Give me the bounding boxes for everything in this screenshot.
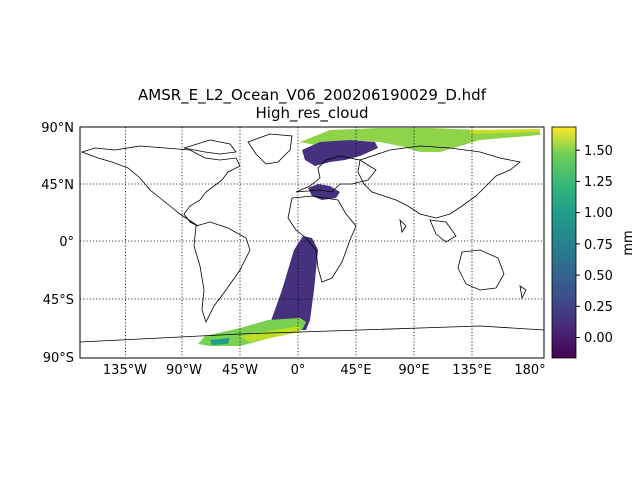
colorbar-tick-label: 1.25 bbox=[584, 175, 613, 190]
y-tick-label: 0° bbox=[59, 235, 74, 250]
x-tick-label: 135°E bbox=[452, 363, 492, 378]
coastlines bbox=[80, 133, 544, 343]
colorbar-ticks: 0.00 0.25 0.50 0.75 1.00 1.25 1.50 bbox=[576, 144, 613, 346]
chart-title-line2: High_res_cloud bbox=[255, 104, 369, 122]
x-tick-label: 90°E bbox=[398, 363, 429, 378]
colorbar-tick-label: 0.50 bbox=[584, 269, 613, 284]
y-tick-label: 45°N bbox=[41, 178, 74, 193]
swath-mediterranean bbox=[308, 184, 340, 200]
y-tick-labels: 90°N 45°N 0° 45°S 90°S bbox=[41, 121, 74, 366]
colorbar-label: mm bbox=[621, 230, 636, 255]
colorbar: 0.00 0.25 0.50 0.75 1.00 1.25 1.50 mm bbox=[551, 126, 636, 359]
colorbar-tick-label: 0.00 bbox=[584, 331, 613, 346]
y-tick-label: 90°N bbox=[41, 121, 74, 136]
colorbar-tick-label: 0.75 bbox=[584, 238, 613, 253]
y-tick-label: 90°S bbox=[43, 351, 74, 366]
swath-europe bbox=[302, 140, 378, 166]
x-tick-label: 135°W bbox=[103, 363, 147, 378]
map-border bbox=[79, 126, 545, 359]
x-tick-label: 45°W bbox=[222, 363, 258, 378]
y-tick-label: 45°S bbox=[43, 293, 74, 308]
map-panel bbox=[79, 126, 545, 359]
gridlines bbox=[80, 127, 544, 358]
x-tick-label: 90°W bbox=[166, 363, 202, 378]
colorbar-tick-label: 1.50 bbox=[584, 144, 613, 159]
data-swath bbox=[198, 128, 540, 346]
chart-title-line1: AMSR_E_L2_Ocean_V06_200206190029_D.hdf bbox=[137, 86, 486, 104]
colorbar-tick-label: 1.00 bbox=[584, 206, 613, 221]
colorbar-tick-label: 0.25 bbox=[584, 300, 613, 315]
x-tick-label: 45°E bbox=[340, 363, 371, 378]
x-tick-label: 0° bbox=[291, 363, 306, 378]
swath-arctic bbox=[300, 128, 540, 152]
swath-atlantic bbox=[268, 236, 318, 330]
x-tick-label: 180° bbox=[514, 363, 545, 378]
x-tick-labels: 135°W 90°W 45°W 0° 45°E 90°E 135°E 180° bbox=[103, 363, 546, 378]
